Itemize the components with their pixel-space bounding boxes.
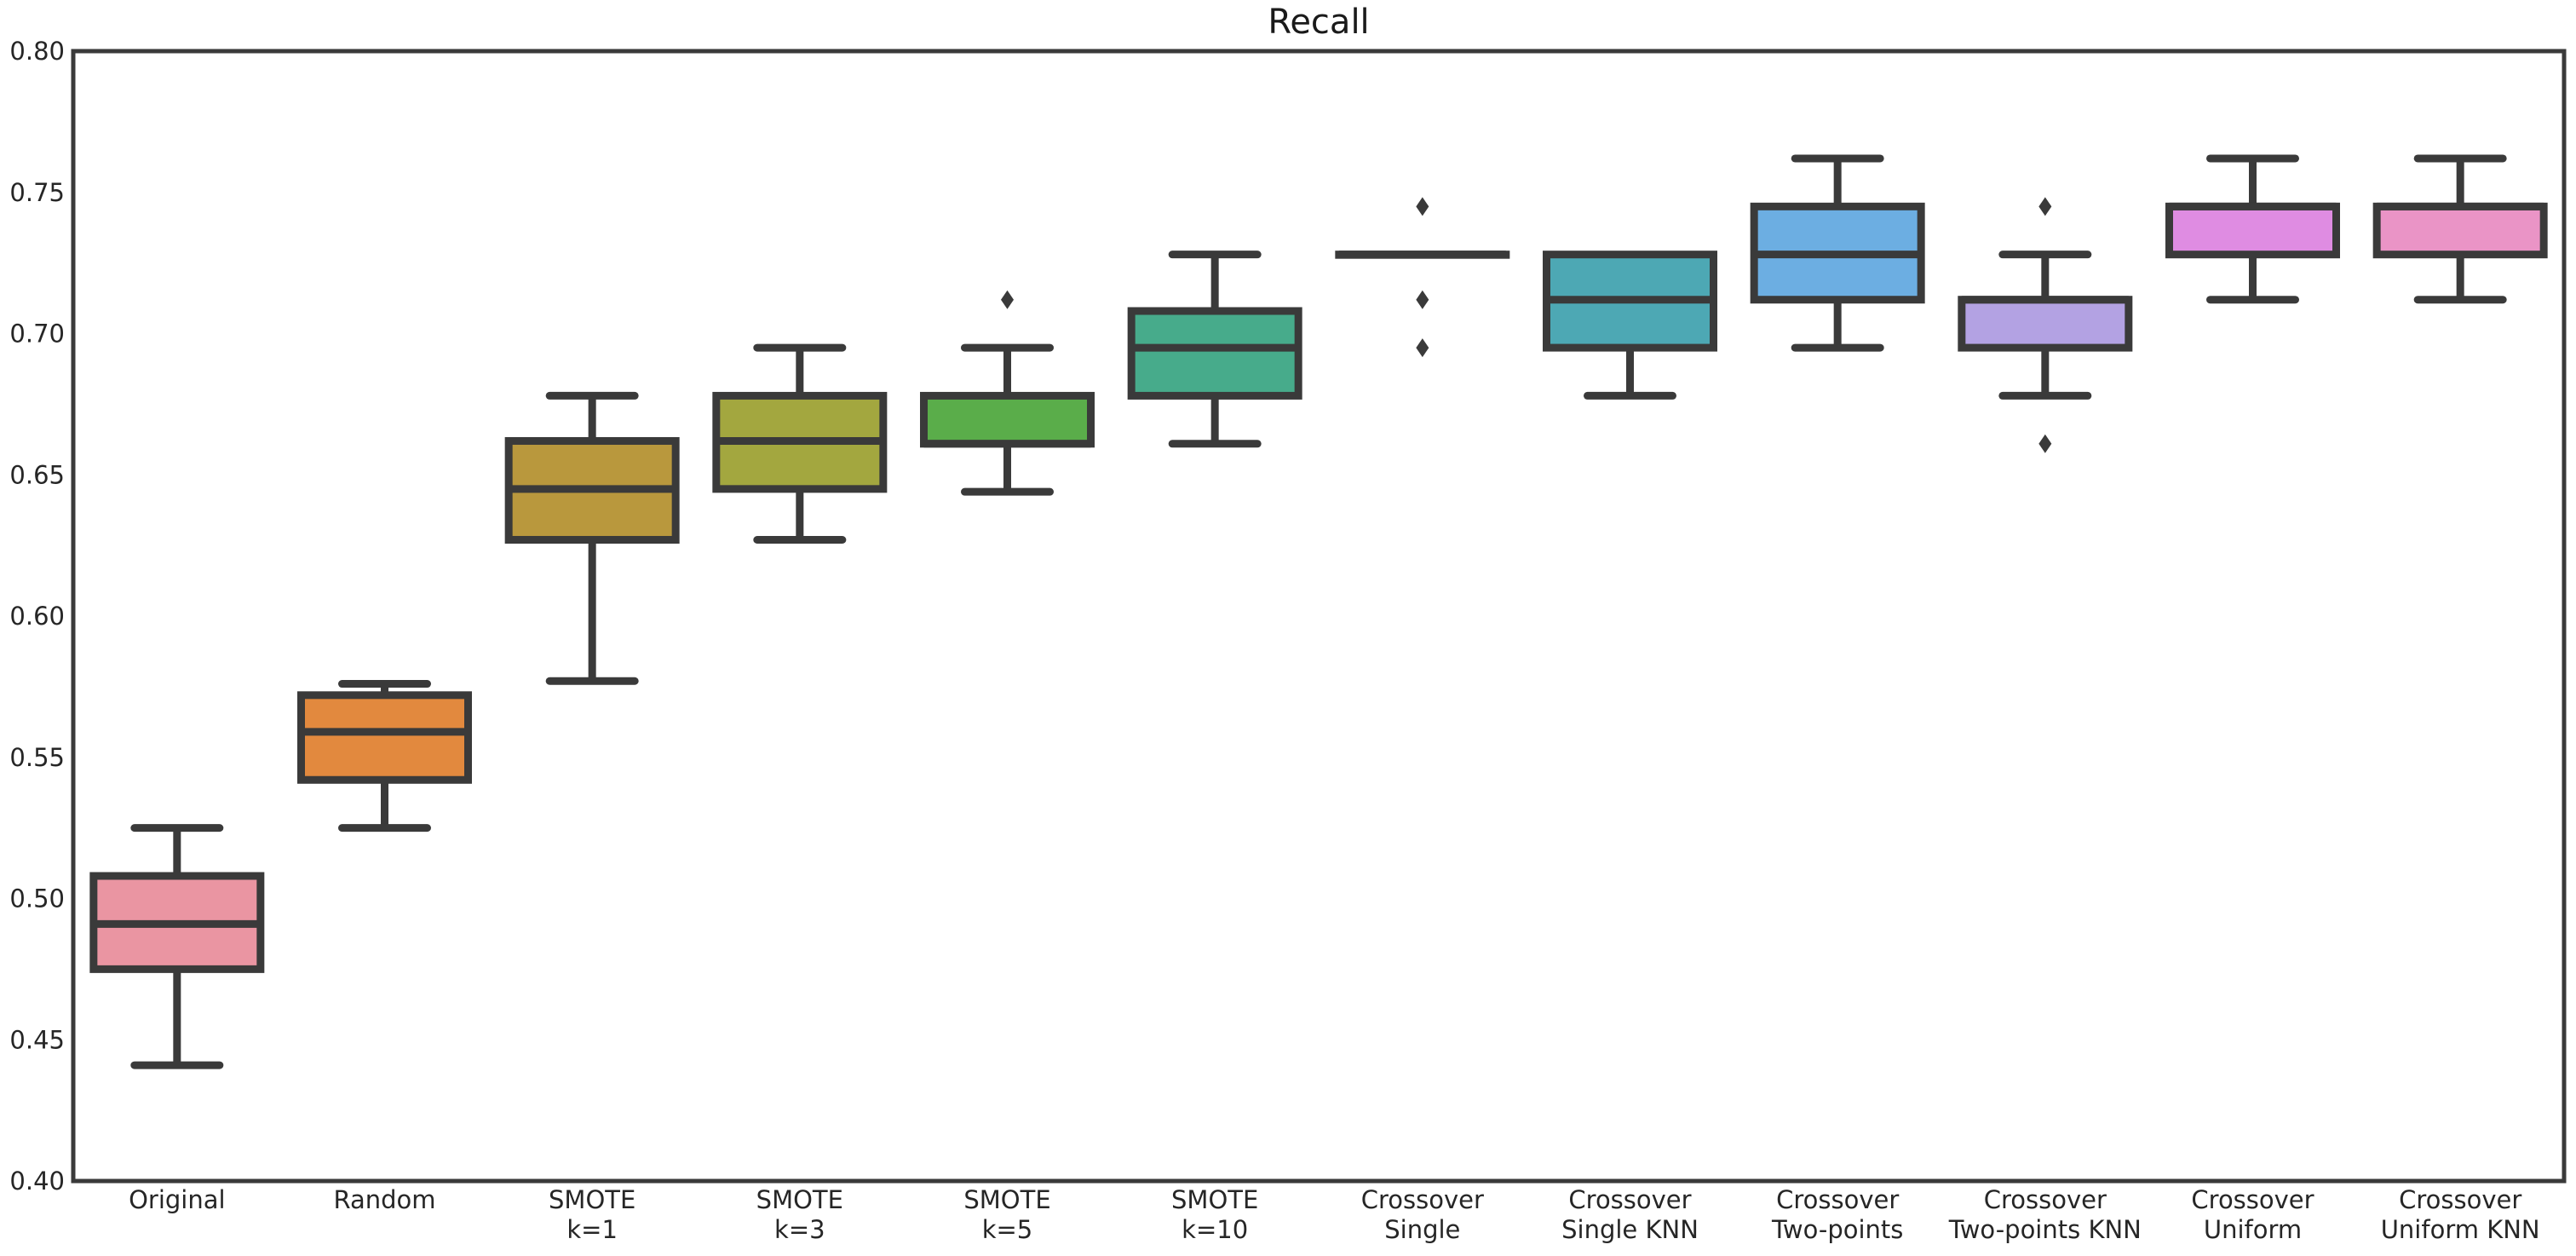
x-tick-label: SMOTE — [963, 1185, 1050, 1214]
x-tick-label: Original — [129, 1185, 225, 1214]
x-tick-label: Crossover — [1361, 1185, 1484, 1214]
iqr-box — [1127, 307, 1302, 400]
y-tick-label: 0.40 — [9, 1167, 65, 1196]
x-tick-label: Two-points KNN — [1948, 1215, 2142, 1244]
y-tick-label: 0.65 — [9, 460, 65, 489]
outlier-diamond — [1416, 197, 1429, 216]
x-tick-label: Crossover — [2191, 1185, 2314, 1214]
outlier-diamond — [1001, 290, 1014, 309]
x-tick-label: Two-points — [1771, 1215, 1903, 1244]
x-tick-label: k=10 — [1182, 1215, 1248, 1244]
outlier-diamond — [2038, 197, 2052, 216]
y-tick-label: 0.70 — [9, 320, 65, 349]
iqr-box — [2165, 202, 2340, 259]
x-tick-label: SMOTE — [1171, 1185, 1258, 1214]
y-tick-label: 0.45 — [9, 1025, 65, 1054]
y-tick-label: 0.55 — [9, 743, 65, 772]
y-tick-label: 0.80 — [9, 37, 65, 66]
y-tick-label: 0.50 — [9, 884, 65, 913]
x-tick-label: k=3 — [774, 1215, 825, 1244]
y-tick-label: 0.60 — [9, 602, 65, 631]
x-tick-label: Random — [333, 1185, 435, 1214]
iqr-box — [2372, 202, 2548, 259]
x-tick-label: Uniform KNN — [2381, 1215, 2540, 1244]
outlier-diamond — [2038, 434, 2052, 453]
x-tick-label: Single — [1384, 1215, 1460, 1244]
x-tick-label: Crossover — [2399, 1185, 2521, 1214]
iqr-box — [1958, 296, 2133, 352]
x-tick-label: k=1 — [566, 1215, 618, 1244]
outlier-diamond — [1416, 290, 1429, 309]
x-tick-label: Crossover — [1776, 1185, 1899, 1214]
iqr-box — [297, 691, 472, 784]
x-tick-label: Single KNN — [1561, 1215, 1699, 1244]
x-tick-label: k=5 — [982, 1215, 1033, 1244]
x-tick-label: Crossover — [1568, 1185, 1691, 1214]
x-tick-label: SMOTE — [549, 1185, 635, 1214]
y-tick-label: 0.75 — [9, 178, 65, 207]
chart-title: Recall — [1268, 3, 1370, 42]
iqr-box — [920, 391, 1095, 448]
plot-border — [71, 49, 2567, 1184]
box-original: Original — [89, 824, 265, 1214]
outlier-diamond — [1416, 338, 1429, 358]
box-random: Random — [297, 680, 472, 1214]
x-tick-label: SMOTE — [756, 1185, 843, 1214]
x-tick-label: Crossover — [1984, 1185, 2107, 1214]
x-tick-label: Uniform — [2204, 1215, 2302, 1244]
